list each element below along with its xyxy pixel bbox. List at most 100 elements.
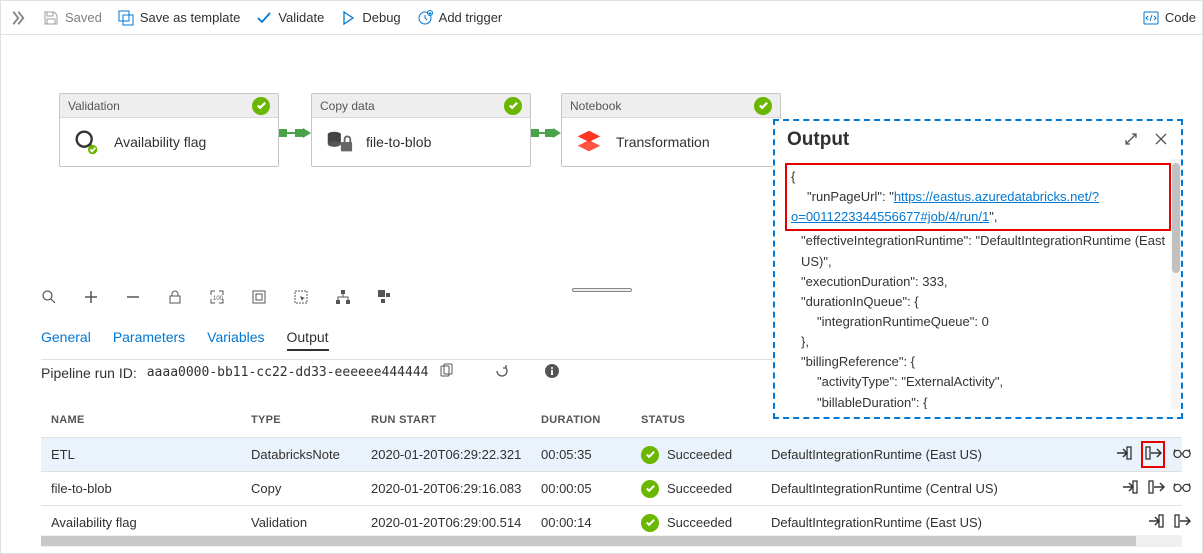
node-type: Validation	[68, 99, 120, 113]
output-action-icon[interactable]	[1173, 512, 1191, 533]
output-title: Output	[787, 129, 849, 151]
node-type: Notebook	[570, 99, 621, 113]
horizontal-scrollbar[interactable]	[41, 535, 1182, 547]
zoom-out-icon[interactable]	[125, 289, 141, 308]
activity-node[interactable]: Copy data file-to-blob	[311, 93, 531, 167]
col-runstart: RUN START	[371, 414, 541, 426]
table-row[interactable]: file-to-blobCopy2020-01-20T06:29:16.0830…	[41, 471, 1182, 505]
cell-duration: 00:00:05	[541, 481, 641, 496]
col-status: STATUS	[641, 414, 771, 426]
cell-status: Succeeded	[641, 514, 771, 532]
tab-output[interactable]: Output	[287, 329, 329, 351]
output-action-icon[interactable]	[1147, 478, 1165, 499]
success-icon	[252, 97, 270, 115]
node-title: Availability flag	[114, 134, 206, 150]
connector	[279, 129, 311, 137]
save-as-template-label: Save as template	[140, 10, 240, 25]
connector	[531, 129, 561, 137]
col-type: TYPE	[251, 414, 371, 426]
saved-label: Saved	[43, 10, 102, 26]
tab-parameters[interactable]: Parameters	[113, 329, 185, 351]
glasses-action-icon[interactable]	[1173, 478, 1191, 499]
run-id-row: Pipeline run ID: aaaa0000-bb11-cc22-dd33…	[41, 363, 560, 382]
success-icon	[504, 97, 522, 115]
cell-runstart: 2020-01-20T06:29:16.083	[371, 481, 541, 496]
cell-runtime: DefaultIntegrationRuntime (East US)	[771, 515, 1071, 530]
activity-node[interactable]: Validation Availability flag	[59, 93, 279, 167]
check-icon	[256, 10, 272, 26]
zoom-fit-icon[interactable]: 100	[209, 289, 225, 308]
validate-button[interactable]: Validate	[256, 10, 324, 26]
trigger-icon	[417, 10, 433, 26]
input-action-icon[interactable]	[1147, 512, 1165, 533]
activity-runs-table: NAME TYPE RUN START DURATION STATUS ETLD…	[41, 403, 1182, 539]
row-actions	[1071, 478, 1191, 499]
save-as-template-button[interactable]: Save as template	[118, 10, 240, 26]
close-icon[interactable]	[1153, 131, 1169, 150]
table-row[interactable]: ETLDatabricksNote2020-01-20T06:29:22.321…	[41, 437, 1182, 471]
search-icon[interactable]	[41, 289, 57, 308]
col-name: NAME	[51, 414, 251, 426]
node-title: Transformation	[616, 134, 710, 150]
cell-runstart: 2020-01-20T06:29:22.321	[371, 447, 541, 462]
code-label: Code	[1165, 10, 1196, 25]
vertical-scrollbar[interactable]	[1171, 159, 1181, 409]
debug-button[interactable]: Debug	[340, 10, 400, 26]
cell-status: Succeeded	[641, 446, 771, 464]
app-root: Saved Save as template Validate Debug Ad…	[0, 0, 1203, 554]
input-action-icon[interactable]	[1115, 444, 1133, 465]
code-button[interactable]: Code	[1143, 10, 1196, 26]
output-action-icon[interactable]	[1141, 441, 1165, 468]
expand-icon[interactable]	[1123, 131, 1139, 150]
select-icon[interactable]	[293, 289, 309, 308]
play-icon	[340, 10, 356, 26]
lock-icon[interactable]	[167, 289, 183, 308]
template-icon	[118, 10, 134, 26]
cell-duration: 00:05:35	[541, 447, 641, 462]
fullscreen-icon[interactable]	[251, 289, 267, 308]
tab-variables[interactable]: Variables	[207, 329, 264, 351]
node-title: file-to-blob	[366, 134, 431, 150]
highlighted-json: { "runPageUrl": "https://eastus.azuredat…	[785, 163, 1171, 231]
output-panel: Output { "runPageUrl": "https://eastus.a…	[773, 119, 1183, 419]
canvas-tools: 100	[41, 289, 393, 308]
code-icon	[1143, 10, 1159, 26]
cell-type: Validation	[251, 515, 371, 530]
table-row[interactable]: Availability flagValidation2020-01-20T06…	[41, 505, 1182, 539]
node-type: Copy data	[320, 99, 375, 113]
tab-general[interactable]: General	[41, 329, 91, 351]
info-icon[interactable]	[544, 363, 560, 382]
cell-type: Copy	[251, 481, 371, 496]
validate-label: Validate	[278, 10, 324, 25]
saved-text: Saved	[65, 10, 102, 25]
add-trigger-label: Add trigger	[439, 10, 503, 25]
output-json: { "runPageUrl": "https://eastus.azuredat…	[775, 159, 1181, 409]
activity-node[interactable]: Notebook Transformation	[561, 93, 781, 167]
row-actions	[1071, 441, 1191, 468]
input-action-icon[interactable]	[1121, 478, 1139, 499]
run-id-value: aaaa0000-bb11-cc22-dd33-eeeeee444444	[147, 365, 429, 380]
expand-sidebar-icon[interactable]	[7, 8, 27, 28]
success-icon	[641, 480, 659, 498]
cell-duration: 00:00:14	[541, 515, 641, 530]
cell-name: ETL	[51, 447, 251, 462]
debug-label: Debug	[362, 10, 400, 25]
svg-text:100: 100	[213, 296, 224, 302]
layout-icon[interactable]	[335, 289, 351, 308]
success-icon	[641, 514, 659, 532]
glasses-action-icon[interactable]	[1173, 444, 1191, 465]
row-actions	[1071, 512, 1191, 533]
col-duration: DURATION	[541, 414, 641, 426]
copy-icon[interactable]	[438, 363, 454, 382]
run-id-label: Pipeline run ID:	[41, 365, 137, 381]
activity-icon	[72, 127, 102, 157]
activity-icon	[574, 127, 604, 157]
cell-runtime: DefaultIntegrationRuntime (East US)	[771, 447, 1071, 462]
add-trigger-button[interactable]: Add trigger	[417, 10, 503, 26]
align-icon[interactable]	[377, 289, 393, 308]
activity-icon	[324, 127, 354, 157]
refresh-icon[interactable]	[494, 363, 510, 382]
cell-status: Succeeded	[641, 480, 771, 498]
cell-runtime: DefaultIntegrationRuntime (Central US)	[771, 481, 1071, 496]
zoom-in-icon[interactable]	[83, 289, 99, 308]
